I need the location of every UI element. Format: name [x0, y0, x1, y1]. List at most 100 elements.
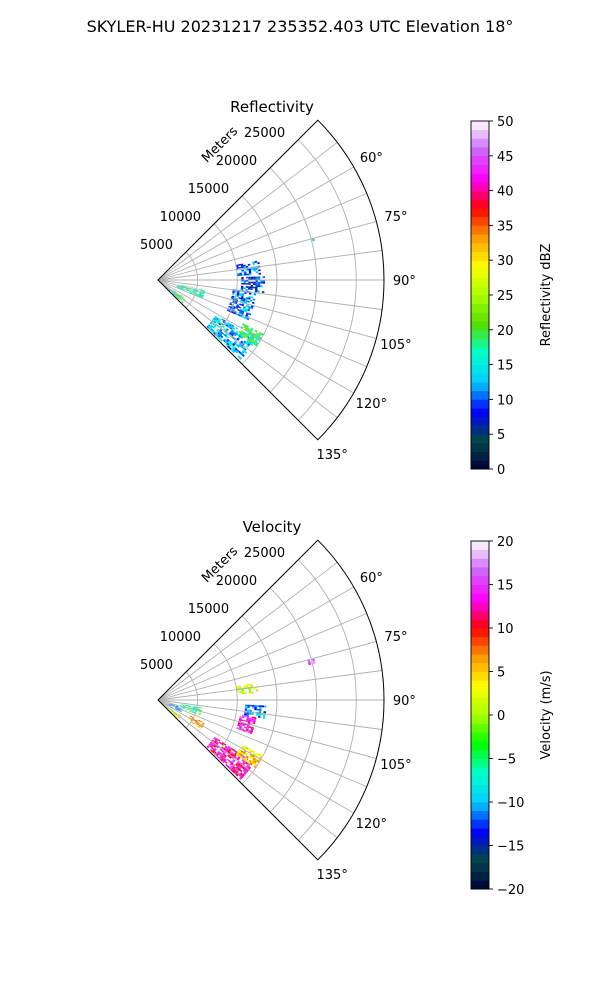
reflectivity-gate	[248, 313, 252, 316]
velocity-colorbar-segment	[471, 601, 489, 611]
velocity-gate	[236, 685, 239, 688]
velocity-gate	[249, 753, 253, 757]
velocity-colorbar-tick: 15	[497, 579, 514, 594]
velocity-gate	[243, 745, 247, 749]
reflectivity-gate	[239, 315, 243, 318]
reflectivity-colorbar-segment	[471, 129, 489, 139]
velocity-gate	[183, 705, 186, 707]
reflectivity-gate	[198, 294, 202, 297]
reflectivity-gate	[250, 268, 254, 271]
reflectivity-gate	[168, 289, 171, 292]
reflectivity-gate	[246, 340, 250, 344]
velocity-gate	[263, 711, 267, 714]
reflectivity-gate	[242, 335, 246, 339]
reflectivity-gate	[245, 313, 249, 317]
velocity-gate	[172, 707, 175, 709]
reflectivity-gate	[241, 350, 245, 354]
reflectivity-gate	[170, 290, 173, 293]
velocity-gate	[171, 704, 174, 706]
reflectivity-colorbar-tick: 35	[497, 219, 514, 234]
velocity-gate	[216, 755, 220, 759]
velocity-gate	[170, 710, 173, 713]
reflectivity-gate	[181, 301, 184, 304]
reflectivity-gate	[240, 326, 244, 329]
reflectivity-gate	[232, 343, 236, 347]
velocity-gate	[176, 714, 179, 717]
velocity-gate	[175, 712, 178, 714]
velocity-gate	[245, 685, 249, 688]
reflectivity-gate	[222, 332, 226, 336]
velocity-gate	[195, 719, 199, 722]
velocity-gate	[247, 704, 250, 707]
reflectivity-gate	[231, 347, 235, 351]
velocity-gate	[185, 705, 189, 707]
velocity-gate	[193, 706, 196, 708]
velocity-gate	[262, 714, 266, 717]
reflectivity-angle-tick: 75°	[384, 210, 407, 225]
reflectivity-gate	[239, 309, 243, 313]
reflectivity-gate	[248, 270, 252, 273]
reflectivity-gate	[176, 286, 179, 288]
reflectivity-gate	[243, 287, 246, 290]
reflectivity-gate	[248, 268, 252, 271]
velocity-gate	[171, 704, 174, 706]
reflectivity-gate	[238, 311, 242, 314]
velocity-gate	[227, 750, 230, 754]
reflectivity-gate	[176, 292, 179, 295]
velocity-gate	[229, 765, 233, 769]
velocity-gate	[229, 750, 233, 754]
velocity-radial-grid	[157, 699, 354, 814]
reflectivity-gate	[234, 347, 238, 351]
reflectivity-radial-grid	[157, 279, 377, 339]
reflectivity-gate	[224, 341, 228, 344]
reflectivity-gate	[200, 296, 204, 299]
reflectivity-colorbar-segment	[471, 390, 489, 400]
velocity-gate	[180, 706, 184, 708]
reflectivity-gate	[199, 293, 202, 295]
velocity-gate	[226, 747, 230, 750]
reflectivity-sector-outline	[157, 119, 385, 441]
reflectivity-gate	[206, 325, 210, 329]
reflectivity-gate	[240, 288, 244, 291]
reflectivity-gate	[211, 330, 215, 334]
reflectivity-gate	[208, 327, 211, 331]
reflectivity-gate	[236, 337, 240, 341]
reflectivity-gate	[241, 310, 245, 313]
velocity-gate	[191, 722, 194, 724]
velocity-gate	[222, 756, 226, 760]
velocity-colorbar-segment	[471, 810, 489, 820]
reflectivity-gate	[227, 322, 231, 325]
reflectivity-colorbar-segment	[471, 173, 489, 183]
velocity-gate	[180, 708, 183, 710]
velocity-gate	[215, 739, 218, 742]
velocity-gate	[179, 710, 182, 712]
reflectivity-gate	[201, 294, 204, 297]
velocity-gate	[190, 707, 193, 709]
velocity-gate	[232, 755, 236, 758]
reflectivity-gate	[239, 331, 243, 335]
reflectivity-angle-tick: 105°	[380, 338, 411, 353]
reflectivity-gate	[244, 308, 248, 311]
velocity-gate	[223, 748, 227, 751]
reflectivity-gate	[232, 327, 236, 330]
velocity-gate	[207, 745, 210, 748]
velocity-gate	[241, 752, 245, 756]
velocity-gate	[196, 718, 199, 721]
velocity-gate	[232, 770, 236, 774]
reflectivity-gate	[172, 292, 175, 295]
velocity-gate	[245, 728, 249, 731]
velocity-gate	[238, 718, 242, 721]
reflectivity-gate	[216, 321, 220, 324]
velocity-gate	[175, 706, 179, 708]
velocity-gate	[221, 750, 225, 753]
velocity-gate	[229, 762, 233, 766]
reflectivity-gate	[224, 334, 228, 338]
reflectivity-gate	[237, 291, 240, 293]
velocity-colorbar-tick: −20	[497, 883, 524, 898]
reflectivity-gate	[252, 342, 256, 346]
reflectivity-colorbar-segment	[471, 277, 489, 287]
reflectivity-gate	[247, 263, 251, 266]
reflectivity-colorbar-tick: 10	[497, 393, 514, 408]
velocity-gate	[174, 713, 177, 716]
reflectivity-gate	[213, 325, 216, 328]
